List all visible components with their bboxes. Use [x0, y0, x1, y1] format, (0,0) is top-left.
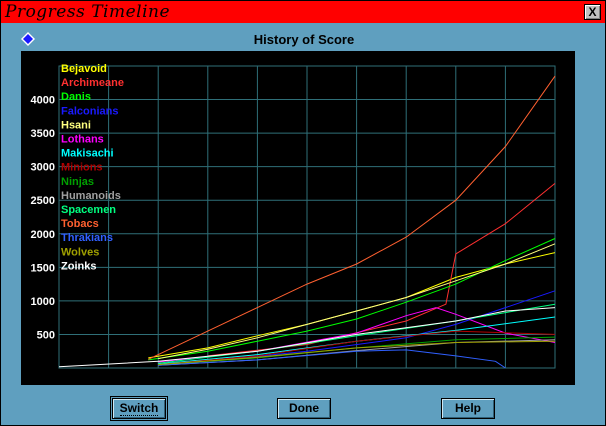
- legend-entry: Lothans: [61, 134, 104, 146]
- done-button[interactable]: Done: [277, 398, 331, 419]
- switch-button[interactable]: Switch: [110, 396, 168, 421]
- y-tick-label: 1000: [31, 296, 55, 308]
- x-tick-label: 2440: [245, 371, 270, 383]
- legend-entry: Archimeane: [61, 77, 124, 89]
- y-tick-label: 1500: [31, 262, 55, 274]
- x-tick-label: 2490: [493, 371, 518, 383]
- x-tick-label: 2470: [393, 371, 419, 383]
- legend-entry: Minions: [61, 162, 103, 174]
- legend-entry: Falconians: [61, 105, 118, 117]
- legend-entry: Hsani: [61, 119, 91, 131]
- series-line-thrakians: [158, 349, 506, 369]
- legend-entry: Wolves: [61, 246, 99, 258]
- x-tick-label: 2450: [294, 371, 320, 383]
- menu-diamond-icon[interactable]: [21, 32, 35, 46]
- y-tick-label: 3000: [31, 162, 55, 174]
- series-line-danis: [148, 238, 556, 361]
- chart-title: History of Score: [253, 32, 355, 47]
- y-axis-ticks: 500 1000 1500 2000 2500 3000 3500 4000: [31, 95, 55, 342]
- legend-entry: Makisachi: [61, 148, 114, 160]
- series-line-hsani: [158, 243, 556, 360]
- series-line-archimeane: [207, 183, 556, 357]
- series-line-minions: [158, 330, 556, 366]
- x-tick-label: 2500: [542, 371, 568, 383]
- series-line-falconians: [207, 290, 556, 362]
- window-title: Progress Timeline: [5, 2, 171, 22]
- series-line-spacemen: [158, 303, 556, 364]
- help-button[interactable]: Help: [441, 398, 495, 419]
- x-tick-label: 2480: [443, 371, 469, 383]
- chart-lines: [58, 75, 556, 369]
- chart-grid: [58, 65, 556, 369]
- x-tick-label: 2460: [344, 371, 369, 383]
- chart-svg: Bejavoid Archimeane Danis Falconians Hsani Lo…: [31, 63, 556, 369]
- x-tick-label: 2430: [195, 371, 221, 383]
- legend-entry: Danis: [61, 91, 91, 103]
- score-chart: Bejavoid Archimeane Danis Falconians Hsani Lo…: [21, 51, 575, 385]
- series-line-wolves: [158, 340, 556, 366]
- x-tick-label: 2400: [46, 371, 72, 383]
- legend-entry: Spacemen: [61, 204, 116, 216]
- legend-entry: Tobacs: [61, 218, 99, 230]
- chart-legend: Bejavoid Archimeane Danis Falconians Hsani Lo…: [61, 63, 124, 272]
- close-button[interactable]: X: [584, 4, 601, 20]
- x-tick-label: 2420: [145, 371, 171, 383]
- x-tick-label: 2410: [96, 371, 121, 383]
- y-tick-label: 2500: [31, 195, 55, 207]
- close-icon: X: [588, 5, 597, 19]
- y-tick-label: 2000: [31, 229, 55, 241]
- title-bar[interactable]: Progress Timeline X: [1, 1, 605, 23]
- y-tick-label: 500: [37, 329, 55, 341]
- legend-entry: Humanoids: [61, 190, 121, 202]
- legend-entry: Thrakians: [61, 232, 113, 244]
- y-tick-label: 4000: [31, 95, 55, 107]
- legend-entry: Zoinks: [61, 260, 96, 272]
- series-line-tobacs: [148, 75, 556, 360]
- y-tick-label: 3500: [31, 128, 55, 140]
- legend-entry: Bejavoid: [61, 63, 107, 75]
- series-line-zoinks: [58, 307, 556, 368]
- legend-entry: Ninjas: [61, 176, 94, 188]
